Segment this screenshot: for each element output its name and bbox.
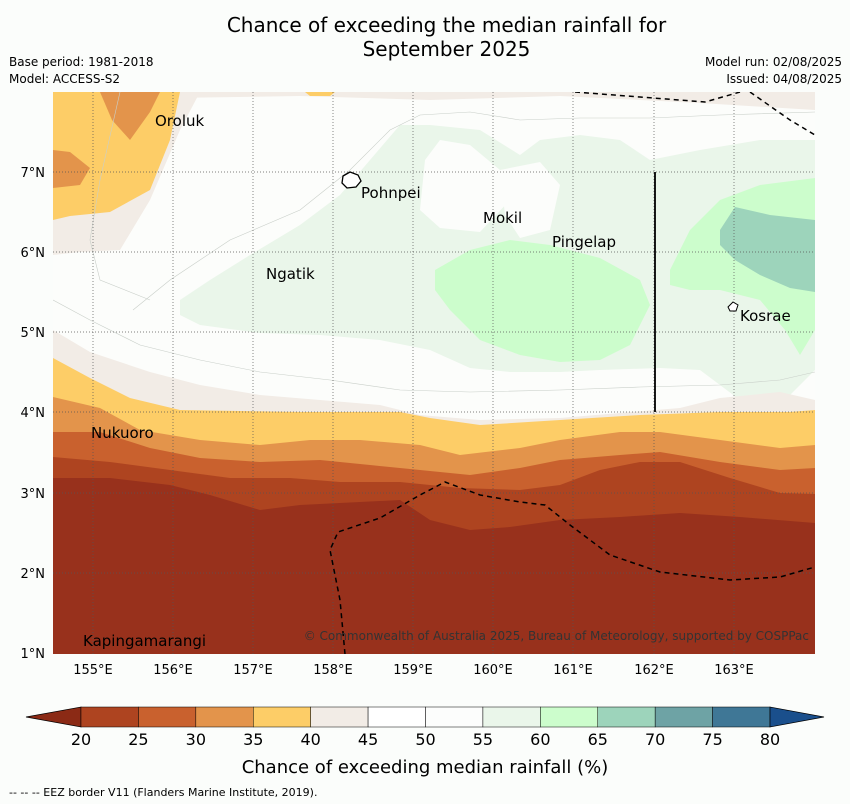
label-oroluk: Oroluk: [155, 112, 204, 130]
colorbar-tick: 25: [128, 730, 148, 749]
colorbar-tick: 30: [186, 730, 206, 749]
colorbar-segment: [138, 706, 197, 728]
colorbar-tick: 45: [358, 730, 378, 749]
colorbar-tick: 35: [243, 730, 263, 749]
colorbar-tick: 20: [71, 730, 91, 749]
colorbar-segment: [597, 706, 656, 728]
colorbar-segment: [712, 706, 771, 728]
eez-source-note: -- -- -- EEZ border V11 (Flanders Marine…: [9, 786, 318, 799]
colorbar-tick: 70: [645, 730, 665, 749]
label-pohnpei: Pohnpei: [361, 184, 421, 202]
label-mokil: Mokil: [483, 209, 522, 227]
colorbar-label: Chance of exceeding median rainfall (%): [242, 757, 609, 778]
label-kapingamarangi: Kapingamarangi: [83, 632, 206, 650]
lat-tick: 2°N: [21, 567, 46, 582]
label-pingelap: Pingelap: [552, 233, 616, 251]
gridlines: [53, 92, 815, 654]
colorbar-tick: 50: [415, 730, 435, 749]
band-n-35: [305, 92, 335, 96]
model-run: Model run: 02/08/2025: [704, 55, 842, 69]
colorbar-segment: [367, 706, 426, 728]
colorbar-segment: [80, 706, 139, 728]
colorbar-tick: 80: [760, 730, 780, 749]
colorbar-arrow-high: [769, 706, 825, 728]
colorbar-tick: 65: [588, 730, 608, 749]
lat-tick: 3°N: [21, 487, 46, 502]
colorbar-tick: 75: [702, 730, 722, 749]
lon-tick: 162°E: [634, 663, 674, 678]
lon-axis: 155°E 156°E 157°E 158°E 159°E 160°E 161°…: [73, 663, 754, 678]
label-kosrae: Kosrae: [740, 307, 791, 325]
map-fill-layers: [53, 92, 815, 654]
colorbar-segment: [310, 706, 369, 728]
lon-tick: 163°E: [714, 663, 754, 678]
lon-tick: 156°E: [153, 663, 193, 678]
lat-tick: 6°N: [21, 246, 46, 261]
band-below-20: [53, 478, 815, 654]
colorbar-tick: 40: [300, 730, 320, 749]
colorbar-segment: [540, 706, 598, 728]
lat-tick: 7°N: [21, 166, 46, 181]
label-nukuoro: Nukuoro: [91, 424, 154, 442]
band-60-65-center: [435, 240, 650, 362]
lat-axis: 7°N 6°N 5°N 4°N 3°N 2°N 1°N: [21, 166, 46, 662]
colorbar-arrow-low: [25, 706, 82, 728]
colorbar-tick: 55: [473, 730, 493, 749]
band-nw-35: [53, 92, 180, 220]
lat-tick: 4°N: [21, 406, 46, 421]
colorbar-tick: 60: [530, 730, 550, 749]
band-65-70: [720, 207, 815, 292]
model-name: Model: ACCESS-S2: [9, 72, 121, 86]
lon-tick: 157°E: [233, 663, 273, 678]
band-inner-50b: [500, 162, 560, 238]
base-period: Base period: 1981-2018: [9, 55, 154, 69]
colorbar-segment: [195, 706, 254, 728]
meta-left: Base period: 1981-2018 Model: ACCESS-S2: [9, 54, 154, 88]
lat-tick: 5°N: [21, 326, 46, 341]
title-line-2: September 2025: [362, 37, 531, 61]
label-ngatik: Ngatik: [266, 265, 315, 283]
map-title: Chance of exceeding the median rainfall …: [0, 13, 850, 61]
colorbar-segment: [654, 706, 713, 728]
band-nw-30b: [100, 92, 160, 140]
pohnpei-island: [341, 171, 362, 189]
lon-tick: 158°E: [313, 663, 353, 678]
band-nw-30a: [53, 150, 90, 188]
issued-date: Issued: 04/08/2025: [726, 72, 842, 86]
copyright-notice: © Commonwealth of Australia 2025, Bureau…: [304, 629, 809, 643]
lon-tick: 161°E: [553, 663, 593, 678]
contour-lines: [53, 92, 815, 393]
lat-tick: 1°N: [21, 647, 46, 662]
colorbar-segment: [253, 706, 311, 728]
colorbar-ticks: 20 25 30 35 40 45 50 55 60 65 70 75 80: [71, 730, 780, 749]
meta-right: Model run: 02/08/2025 Issued: 04/08/2025: [705, 54, 842, 88]
title-line-1: Chance of exceeding the median rainfall …: [226, 13, 667, 37]
lon-tick: 160°E: [473, 663, 513, 678]
lon-tick: 155°E: [73, 663, 113, 678]
lon-tick: 159°E: [393, 663, 433, 678]
kosrae-island: [727, 301, 739, 312]
colorbar-segment: [425, 706, 484, 728]
band-inner-50: [420, 140, 510, 232]
colorbar-segment: [482, 706, 541, 728]
eez-border: [329, 92, 815, 654]
colorbar: [25, 706, 825, 728]
